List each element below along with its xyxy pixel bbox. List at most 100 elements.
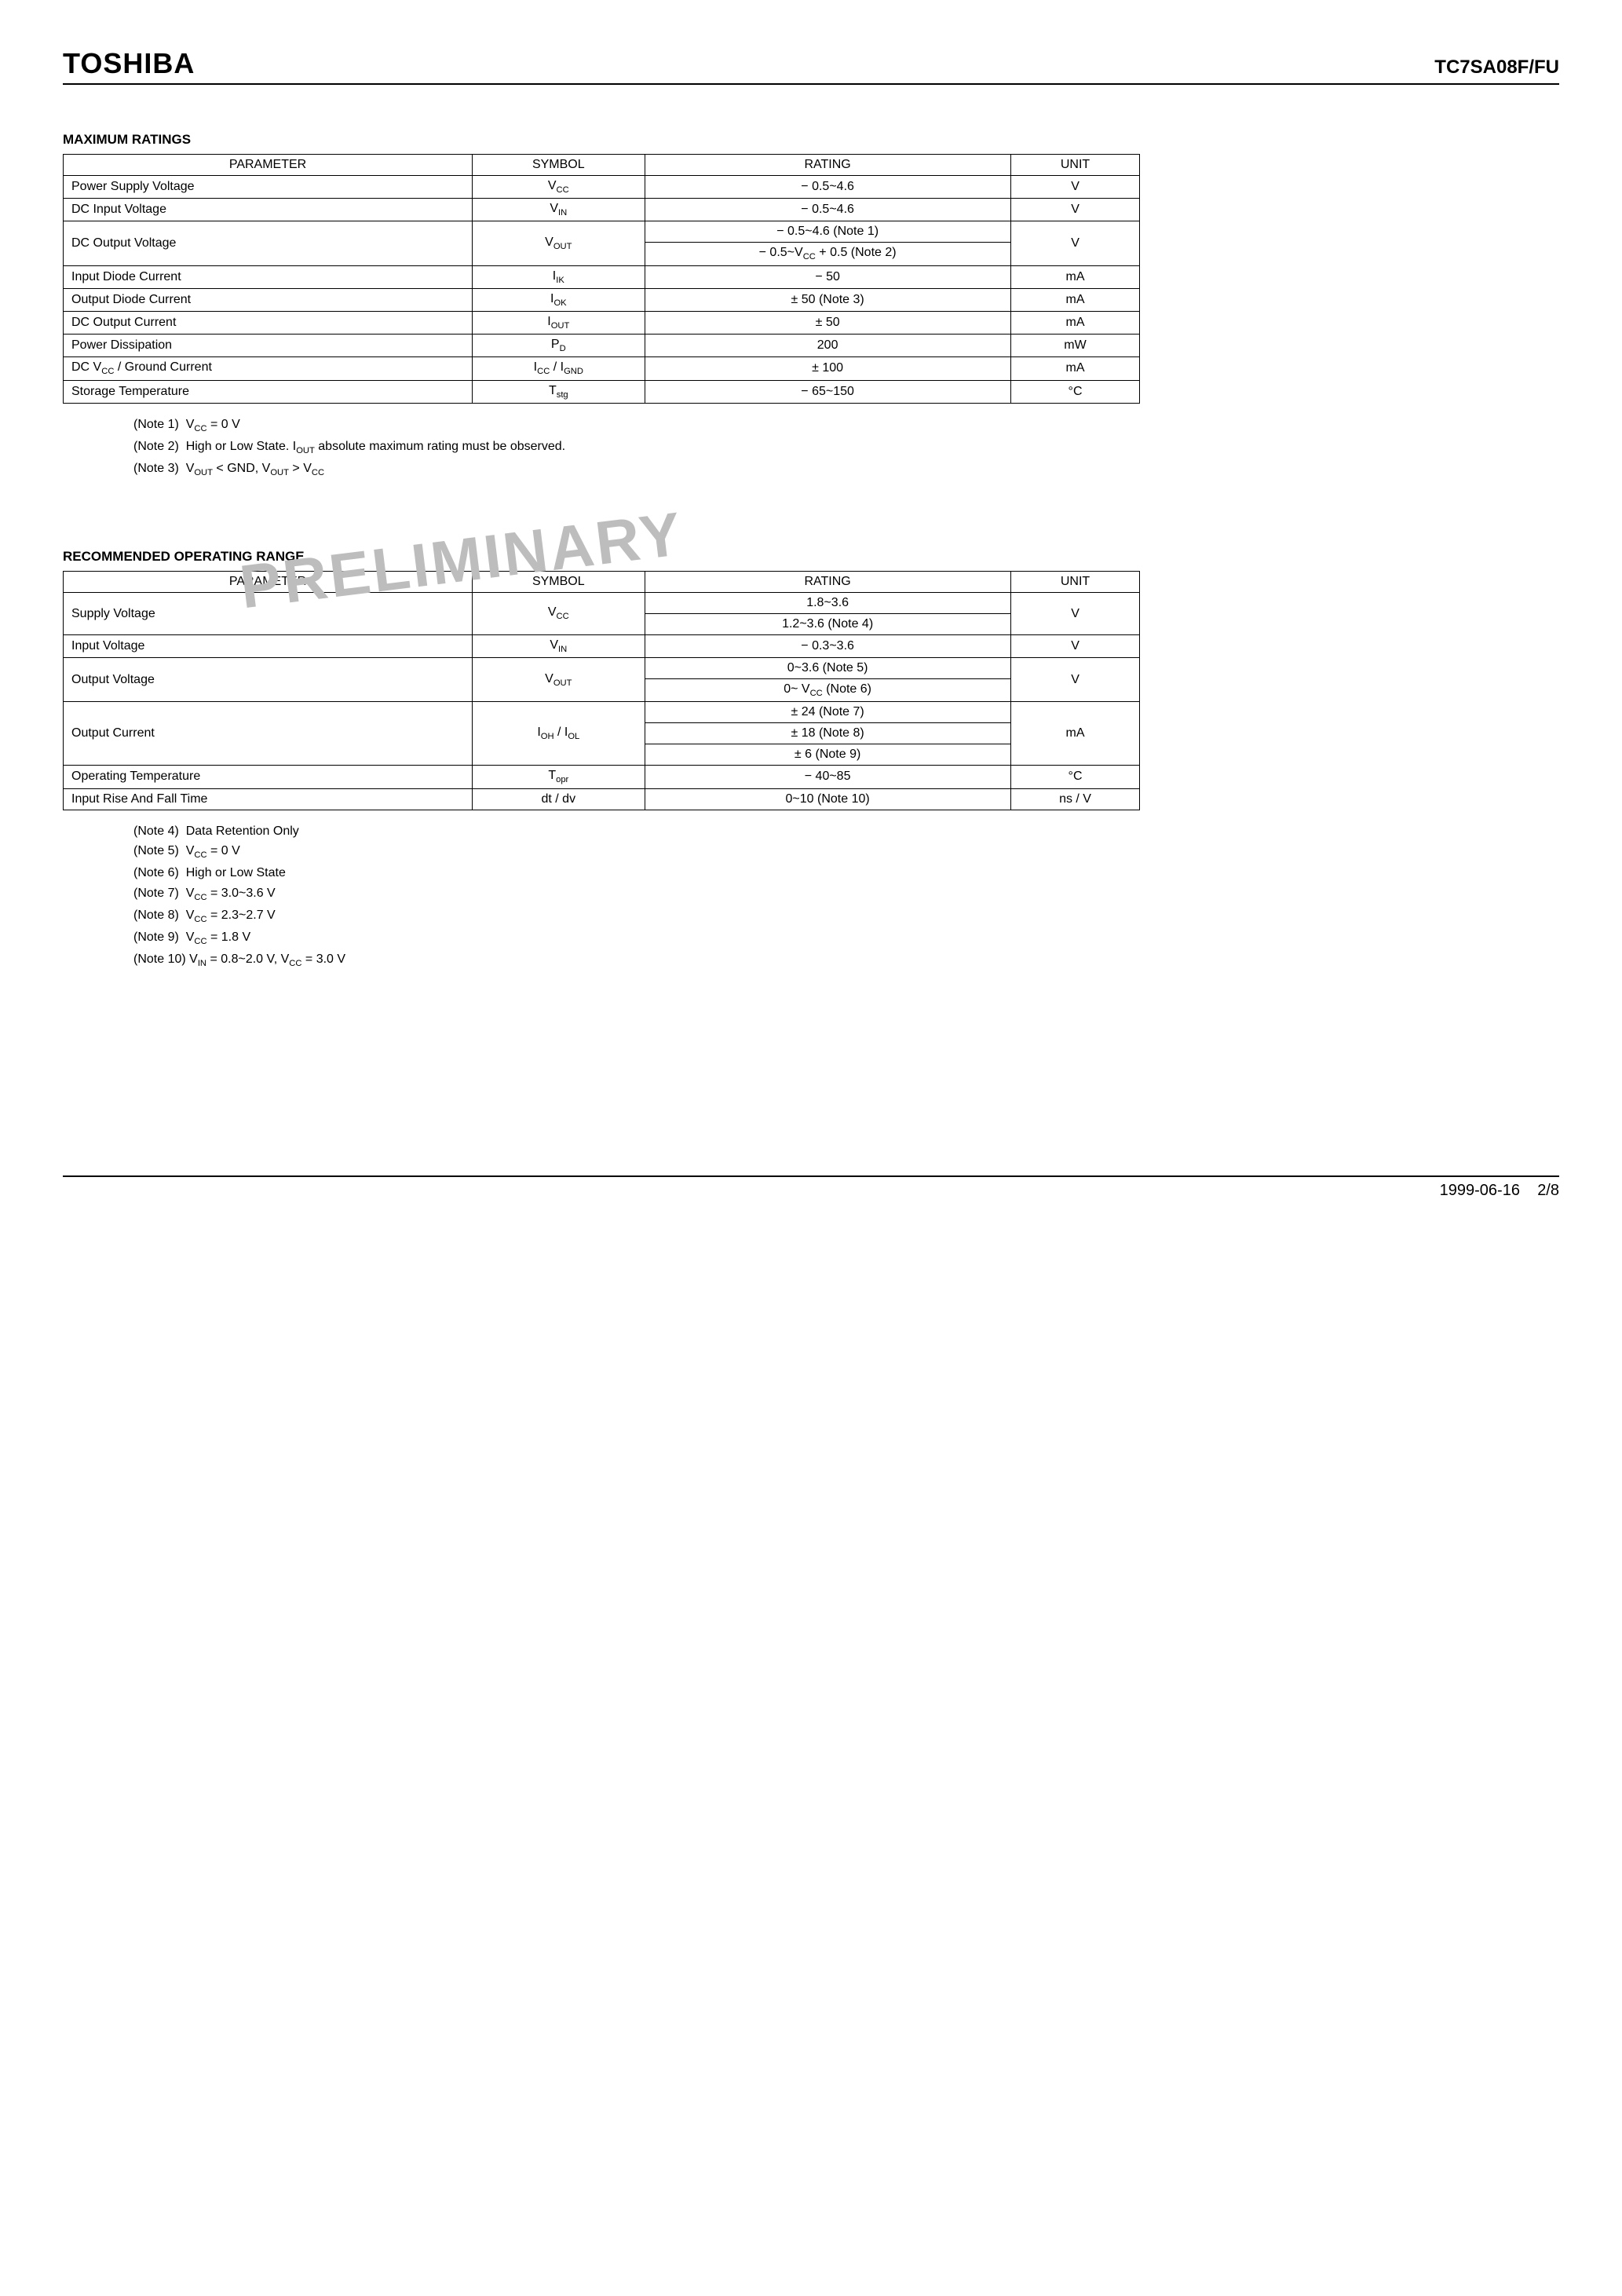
rec-range-body: Supply VoltageVCC1.8~3.6V1.2~3.6 (Note 4… (64, 593, 1140, 810)
cell-unit: mA (1010, 288, 1140, 311)
table-row: DC VCC / Ground CurrentICC / IGND± 100mA (64, 357, 1140, 380)
table-row: Power Supply VoltageVCC− 0.5~4.6V (64, 176, 1140, 199)
table-row: Output VoltageVOUT0~3.6 (Note 5)V (64, 658, 1140, 679)
cell-rating: − 0.5~4.6 (645, 199, 1010, 221)
cell-rating: − 40~85 (645, 766, 1010, 788)
cell-rating: − 65~150 (645, 380, 1010, 403)
cell-rating: ± 24 (Note 7) (645, 702, 1010, 723)
cell-param: Power Supply Voltage (64, 176, 473, 199)
cell-unit: °C (1010, 766, 1140, 788)
brand-logo: TOSHIBA (63, 47, 195, 80)
cell-param: Storage Temperature (64, 380, 473, 403)
part-number: TC7SA08F/FU (1434, 57, 1559, 79)
cell-rating: − 0.5~VCC + 0.5 (Note 2) (645, 243, 1010, 265)
max-ratings-table: PARAMETER SYMBOL RATING UNIT Power Suppl… (63, 154, 1140, 404)
cell-rating: 0~3.6 (Note 5) (645, 658, 1010, 679)
cell-symbol: IOUT (473, 311, 645, 334)
cell-param: Input Rise And Fall Time (64, 788, 473, 810)
cell-unit: °C (1010, 380, 1140, 403)
rec-range-table: PARAMETER SYMBOL RATING UNIT Supply Volt… (63, 571, 1140, 810)
cell-symbol: PD (473, 335, 645, 357)
page-footer: 1999-06-16 2/8 (63, 1175, 1559, 1200)
note-line: (Note 4) Data Retention Only (133, 821, 1559, 842)
cell-rating: 0~10 (Note 10) (645, 788, 1010, 810)
cell-param: DC VCC / Ground Current (64, 357, 473, 380)
footer-page: 2/8 (1537, 1182, 1559, 1199)
cell-unit: mW (1010, 335, 1140, 357)
cell-symbol: ICC / IGND (473, 357, 645, 380)
cell-symbol: IOH / IOL (473, 702, 645, 766)
note-line: (Note 7) VCC = 3.0~3.6 V (133, 883, 1559, 905)
cell-rating: − 0.5~4.6 (645, 176, 1010, 199)
note-line: (Note 9) VCC = 1.8 V (133, 927, 1559, 949)
header-rating: RATING (645, 572, 1010, 593)
footer-date: 1999-06-16 (1440, 1182, 1520, 1199)
table-row: Power DissipationPD200mW (64, 335, 1140, 357)
cell-param: Input Diode Current (64, 265, 473, 288)
max-ratings-body: Power Supply VoltageVCC− 0.5~4.6VDC Inpu… (64, 176, 1140, 404)
cell-symbol: VCC (473, 593, 645, 635)
table-row: Operating TemperatureTopr− 40~85°C (64, 766, 1140, 788)
cell-symbol: dt / dv (473, 788, 645, 810)
cell-rating: ± 100 (645, 357, 1010, 380)
cell-unit: V (1010, 658, 1140, 702)
cell-symbol: VIN (473, 635, 645, 658)
max-ratings-title: MAXIMUM RATINGS (63, 132, 1559, 148)
cell-unit: V (1010, 593, 1140, 635)
page-header: TOSHIBA TC7SA08F/FU (63, 47, 1559, 85)
cell-unit: mA (1010, 265, 1140, 288)
cell-unit: mA (1010, 357, 1140, 380)
cell-param: DC Input Voltage (64, 199, 473, 221)
cell-symbol: VOUT (473, 658, 645, 702)
cell-rating: 1.8~3.6 (645, 593, 1010, 614)
cell-param: Operating Temperature (64, 766, 473, 788)
cell-symbol: VIN (473, 199, 645, 221)
table-row: Input VoltageVIN− 0.3~3.6V (64, 635, 1140, 658)
rec-range-notes: (Note 4) Data Retention Only(Note 5) VCC… (133, 821, 1559, 972)
header-unit: UNIT (1010, 572, 1140, 593)
note-line: (Note 10) VIN = 0.8~2.0 V, VCC = 3.0 V (133, 949, 1559, 971)
cell-unit: mA (1010, 311, 1140, 334)
table-row: Output CurrentIOH / IOL± 24 (Note 7)mA (64, 702, 1140, 723)
cell-param: DC Output Voltage (64, 221, 473, 265)
header-rating: RATING (645, 155, 1010, 176)
cell-rating: ± 50 (Note 3) (645, 288, 1010, 311)
cell-param: Output Diode Current (64, 288, 473, 311)
header-parameter: PARAMETER (64, 155, 473, 176)
cell-unit: V (1010, 199, 1140, 221)
header-symbol: SYMBOL (473, 155, 645, 176)
table-row: Storage TemperatureTstg− 65~150°C (64, 380, 1140, 403)
cell-rating: ± 50 (645, 311, 1010, 334)
note-line: (Note 6) High or Low State (133, 863, 1559, 883)
cell-symbol: Tstg (473, 380, 645, 403)
cell-symbol: Topr (473, 766, 645, 788)
table-row: Input Rise And Fall Timedt / dv0~10 (Not… (64, 788, 1140, 810)
cell-rating: 0~ VCC (Note 6) (645, 679, 1010, 702)
cell-param: Output Current (64, 702, 473, 766)
note-line: (Note 8) VCC = 2.3~2.7 V (133, 905, 1559, 927)
cell-param: Input Voltage (64, 635, 473, 658)
cell-param: DC Output Current (64, 311, 473, 334)
cell-rating: ± 18 (Note 8) (645, 723, 1010, 744)
cell-symbol: IOK (473, 288, 645, 311)
table-header-row: PARAMETER SYMBOL RATING UNIT (64, 155, 1140, 176)
cell-unit: mA (1010, 702, 1140, 766)
cell-rating: ± 6 (Note 9) (645, 744, 1010, 766)
cell-rating: − 0.5~4.6 (Note 1) (645, 221, 1010, 243)
cell-symbol: VCC (473, 176, 645, 199)
note-line: (Note 5) VCC = 0 V (133, 841, 1559, 863)
cell-rating: − 50 (645, 265, 1010, 288)
cell-unit: V (1010, 635, 1140, 658)
table-row: Input Diode CurrentIIK− 50mA (64, 265, 1140, 288)
cell-rating: 200 (645, 335, 1010, 357)
table-row: DC Input VoltageVIN− 0.5~4.6V (64, 199, 1140, 221)
cell-symbol: VOUT (473, 221, 645, 265)
table-row: DC Output VoltageVOUT− 0.5~4.6 (Note 1)V (64, 221, 1140, 243)
cell-unit: V (1010, 176, 1140, 199)
cell-param: Output Voltage (64, 658, 473, 702)
cell-unit: ns / V (1010, 788, 1140, 810)
cell-param: Power Dissipation (64, 335, 473, 357)
cell-rating: − 0.3~3.6 (645, 635, 1010, 658)
cell-unit: V (1010, 221, 1140, 265)
cell-rating: 1.2~3.6 (Note 4) (645, 614, 1010, 635)
